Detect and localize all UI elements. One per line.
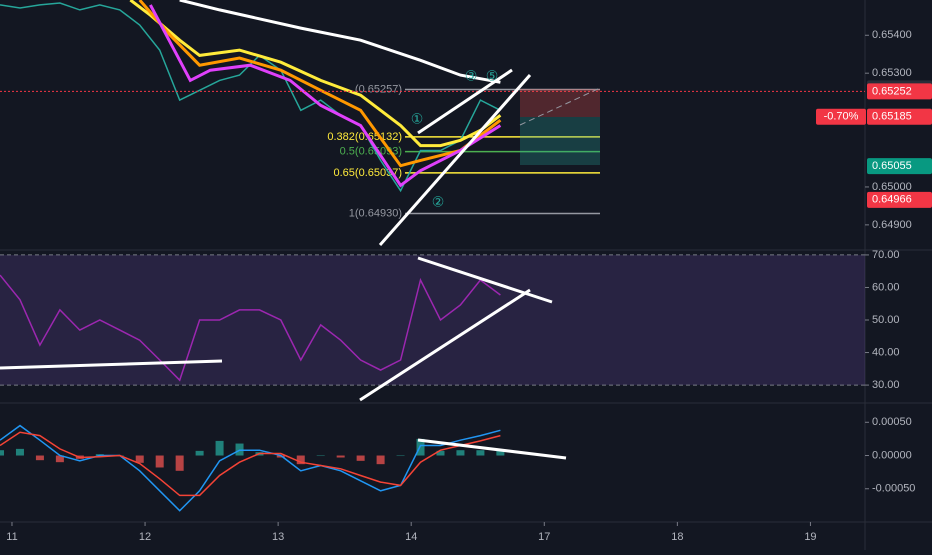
histogram-bar <box>215 440 224 456</box>
wave-label: ② <box>432 194 445 210</box>
x-tick-label: 12 <box>139 531 151 543</box>
fib-label: (0.65257) <box>355 83 402 95</box>
x-tick-label: 19 <box>804 531 816 543</box>
rsi-band <box>0 254 865 386</box>
position-target <box>520 117 600 165</box>
y-tick-label: 0.00050 <box>872 416 912 428</box>
series-group <box>0 0 502 193</box>
y-tick-label: 0.00000 <box>872 449 912 461</box>
y-tick-label: 40.00 <box>872 346 900 358</box>
histogram-bar <box>436 450 445 456</box>
trendline <box>417 68 513 135</box>
position-line <box>519 87 601 126</box>
histogram-bar <box>35 455 44 461</box>
wave-label: ③ <box>465 68 478 84</box>
y-tick-label: 0.65300 <box>872 67 912 79</box>
histogram-bar <box>416 438 425 456</box>
change-badge <box>816 108 866 125</box>
histogram-bar <box>336 455 345 458</box>
price-badge <box>867 158 932 175</box>
histogram-bar <box>396 455 405 457</box>
wave-label: ① <box>411 111 424 127</box>
change-label: -0.70% <box>824 111 859 123</box>
trendline <box>378 74 532 246</box>
x-tick-label: 13 <box>272 531 284 543</box>
histogram-bar <box>376 455 385 465</box>
trendline <box>417 256 553 304</box>
series-line <box>0 274 501 382</box>
histogram-bar <box>15 448 24 456</box>
series-line <box>0 431 501 497</box>
histogram-bar <box>316 455 325 457</box>
trendline <box>417 438 567 460</box>
series-line <box>149 4 502 188</box>
series-line <box>129 0 502 148</box>
x-tick-label: 14 <box>405 531 417 543</box>
y-tick-label: 30.00 <box>872 379 900 391</box>
series-group <box>0 274 501 382</box>
price-badge-label: 0.65185 <box>872 111 912 123</box>
price-badge-label: 0.64966 <box>872 194 912 206</box>
histogram-bar <box>476 450 485 456</box>
trendline <box>359 288 531 402</box>
series-line <box>0 424 501 512</box>
y-tick-label: 70.00 <box>872 249 900 261</box>
series-line <box>179 0 501 84</box>
series-group <box>0 424 505 512</box>
price-badge <box>867 191 932 208</box>
y-tick-label: 0.65400 <box>872 29 912 41</box>
x-tick-label: 11 <box>6 531 17 543</box>
fib-label: 0.65(0.65037) <box>334 167 403 179</box>
histogram-bar <box>155 455 164 468</box>
histogram-bar <box>175 455 184 471</box>
trendline <box>0 359 223 370</box>
price-badge <box>867 83 932 100</box>
histogram-bar <box>356 455 365 461</box>
histogram-bar <box>296 455 305 465</box>
y-tick-label: 50.00 <box>872 314 900 326</box>
histogram-bar <box>195 450 204 456</box>
price-badge-label: 0.65055 <box>872 160 912 172</box>
histogram-bar <box>496 450 505 456</box>
y-tick-label: 60.00 <box>872 281 900 293</box>
y-tick-label: -0.00050 <box>872 483 915 495</box>
drawings <box>0 68 567 460</box>
y-tick-label: 0.65000 <box>872 181 912 193</box>
price-badge-label: 0.65252 <box>872 85 912 97</box>
x-tick-label: 17 <box>538 531 550 543</box>
histogram-bar <box>55 455 64 463</box>
series-line <box>138 0 502 168</box>
price-badge <box>867 108 932 125</box>
histogram-bar <box>135 455 144 463</box>
histogram-bar <box>456 450 465 456</box>
histogram-bar <box>276 455 285 458</box>
fib-label: 1(0.64930) <box>349 207 402 219</box>
wave-label: ⑤ <box>486 68 499 84</box>
x-tick-label: 18 <box>671 531 683 543</box>
histogram-bar <box>0 450 4 456</box>
y-tick-label: 0.64900 <box>872 219 912 231</box>
